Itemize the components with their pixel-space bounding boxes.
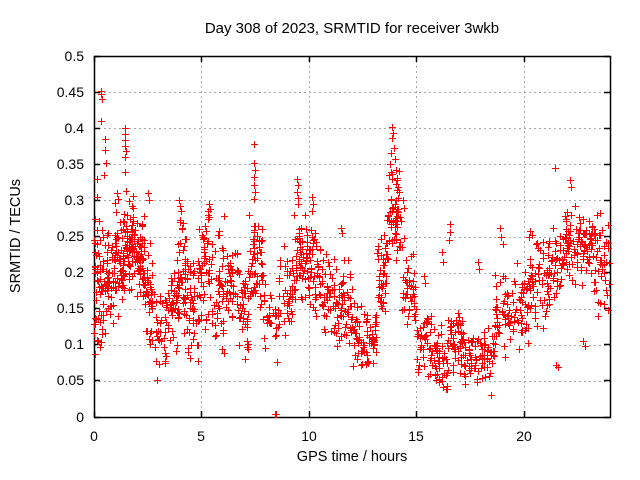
y-tick-label: 0.5 — [65, 48, 85, 64]
x-tick-label: 20 — [516, 428, 532, 444]
y-tick-label: 0.1 — [65, 336, 85, 352]
chart-title: Day 308 of 2023, SRMTID for receiver 3wk… — [205, 20, 499, 37]
y-tick-label: 0.15 — [57, 300, 84, 316]
y-tick-label: 0.45 — [57, 84, 84, 100]
x-tick-label: 10 — [301, 428, 317, 444]
x-tick-label: 5 — [197, 428, 205, 444]
tick-marks — [93, 55, 610, 419]
x-tick-label: 0 — [90, 428, 98, 444]
y-tick-label: 0 — [76, 409, 84, 425]
y-tick-label: 0.4 — [65, 120, 85, 136]
y-axis-label: SRMTID / TECUs — [8, 179, 24, 293]
x-tick-label: 15 — [408, 428, 424, 444]
y-tick-label: 0.25 — [57, 228, 84, 244]
y-tick-label: 0.05 — [57, 372, 84, 388]
plot-area: 0 0.05 0.1 0.15 0.2 0.25 0.3 0.35 0.4 0.45 0.5 0 5 10… — [57, 48, 613, 444]
y-tick-label: 0.3 — [65, 192, 85, 208]
x-axis-label: GPS time / hours — [297, 449, 407, 465]
y-tick-label: 0.2 — [65, 264, 85, 280]
y-tick-label: 0.35 — [57, 156, 84, 172]
data-points — [91, 88, 613, 418]
